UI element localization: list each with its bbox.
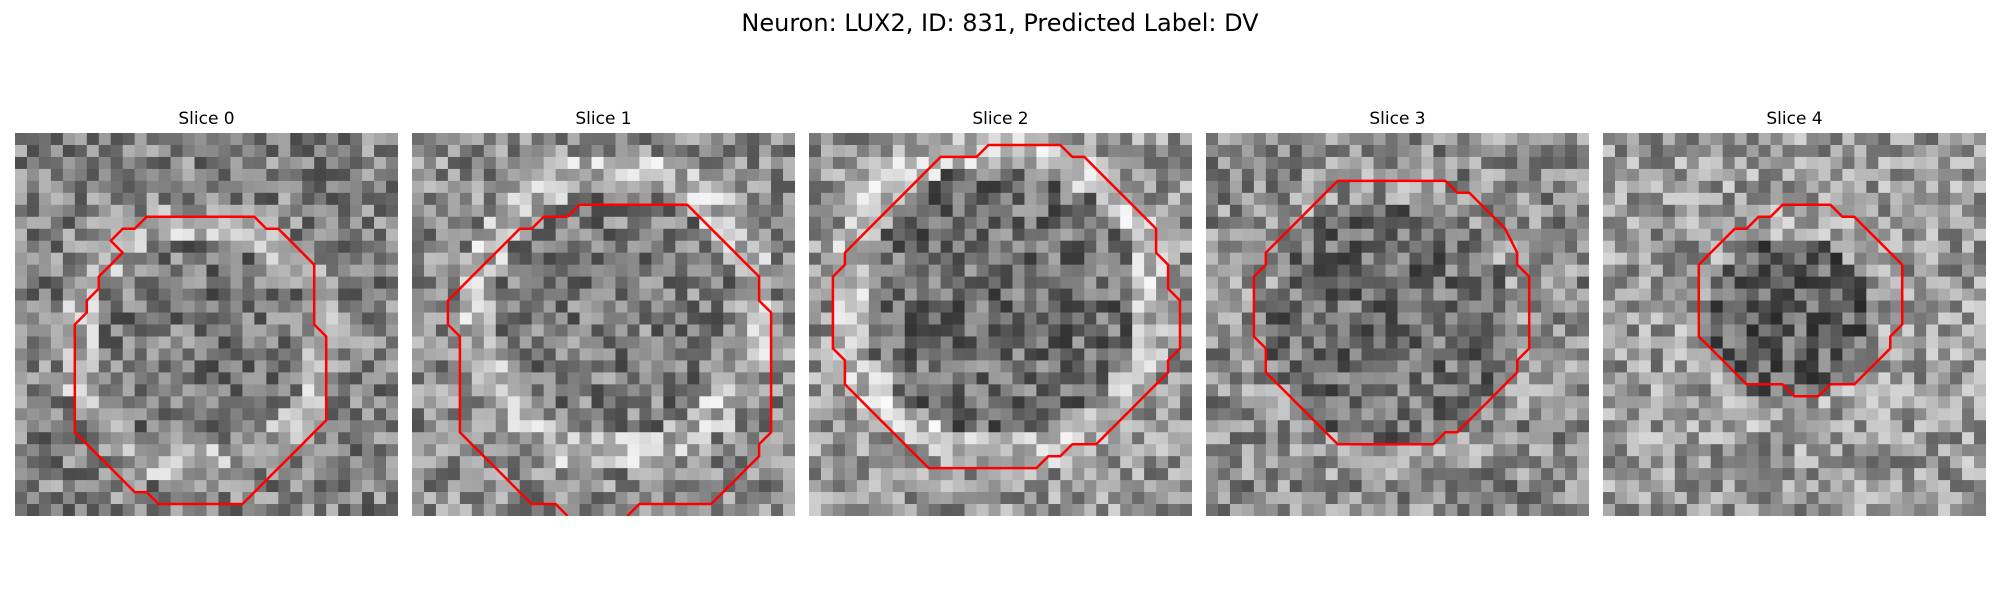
slice-panel-3: Slice 3: [1206, 108, 1589, 516]
neuron-outline-1: [566, 203, 773, 516]
slice-image-1: [412, 133, 795, 516]
neuron-outline-3: [1252, 179, 1531, 446]
slice-panel-1: Slice 1: [412, 108, 795, 516]
slice-pixels-1: [412, 133, 795, 516]
slice-title-3: Slice 3: [1369, 109, 1426, 129]
slice-title-4: Slice 4: [1766, 109, 1823, 129]
slice-pixels-2: [809, 133, 1192, 516]
slice-pixels-0: [15, 133, 398, 516]
neuron-outline-1-part2: [446, 215, 569, 516]
slice-title-1: Slice 1: [575, 109, 632, 129]
neuron-outline-0: [73, 215, 328, 506]
slice-panel-2: Slice 2: [809, 108, 1192, 516]
neuron-outline-4: [1697, 203, 1904, 398]
slice-pixels-4: [1603, 133, 1986, 516]
neuron-outline-2: [831, 143, 1182, 470]
slice-image-4: [1603, 133, 1986, 516]
slice-panel-0: Slice 0: [15, 108, 398, 516]
slice-image-0: [15, 133, 398, 516]
slice-panel-4: Slice 4: [1603, 108, 1986, 516]
slice-pixels-3: [1206, 133, 1589, 516]
slice-title-2: Slice 2: [972, 109, 1029, 129]
slice-image-2: [809, 133, 1192, 516]
slice-title-0: Slice 0: [178, 109, 235, 129]
figure-title: Neuron: LUX2, ID: 831, Predicted Label: …: [741, 9, 1259, 37]
slice-image-3: [1206, 133, 1589, 516]
